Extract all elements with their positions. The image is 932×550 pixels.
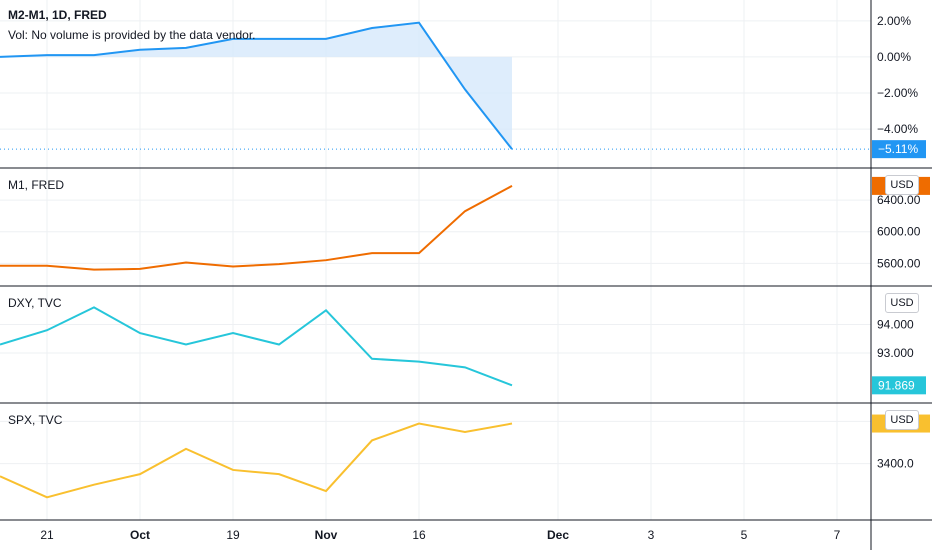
x-tick-label: Dec — [547, 528, 569, 542]
x-tick-label: 7 — [834, 528, 841, 542]
y-tick-label: 5600.00 — [877, 256, 921, 270]
x-tick-label: 3 — [648, 528, 655, 542]
pane-title-dxy: DXY, TVC — [8, 296, 62, 310]
pane-title-m2m1: M2-M1, 1D, FRED — [8, 8, 107, 22]
last-value-text: 91.869 — [878, 378, 915, 392]
y-tick-label: 0.00% — [877, 50, 911, 64]
y-tick-label: 6400.00 — [877, 193, 921, 207]
x-tick-label: 19 — [226, 528, 240, 542]
series-line-m1 — [0, 185, 513, 271]
y-tick-label: 3400.0 — [877, 457, 914, 471]
x-tick-label: 21 — [40, 528, 54, 542]
series-line-m2m1 — [0, 21, 513, 150]
y-tick-label: 93.000 — [877, 346, 914, 360]
area-fill — [0, 22, 512, 150]
y-tick-label: −2.00% — [877, 86, 918, 100]
last-value-badge — [872, 140, 926, 159]
currency-badge-m1[interactable]: USD — [885, 175, 919, 195]
x-tick-label: Oct — [130, 528, 150, 542]
y-tick-label: −4.00% — [877, 122, 918, 136]
last-value-badge — [872, 376, 926, 395]
currency-badge-spx[interactable]: USD — [885, 410, 919, 430]
y-tick-label: 6000.00 — [877, 225, 921, 239]
x-tick-label: Nov — [315, 528, 338, 542]
volume-note: Vol: No volume is provided by the data v… — [8, 28, 256, 42]
currency-badge-dxy[interactable]: USD — [885, 293, 919, 313]
last-value-text: −5.11% — [878, 142, 918, 156]
x-tick-label: 16 — [412, 528, 426, 542]
y-tick-label: 2.00% — [877, 14, 911, 28]
y-tick-label: 94.000 — [877, 318, 914, 332]
series-line-dxy — [0, 306, 513, 387]
series-line-spx — [0, 422, 513, 499]
x-tick-label: 5 — [741, 528, 748, 542]
pane-title-m1: M1, FRED — [8, 178, 65, 192]
pane-title-spx: SPX, TVC — [8, 413, 63, 427]
